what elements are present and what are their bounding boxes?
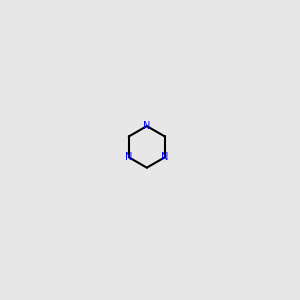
Text: N: N [161,152,169,162]
Text: N: N [125,152,133,162]
Text: N: N [143,121,151,131]
